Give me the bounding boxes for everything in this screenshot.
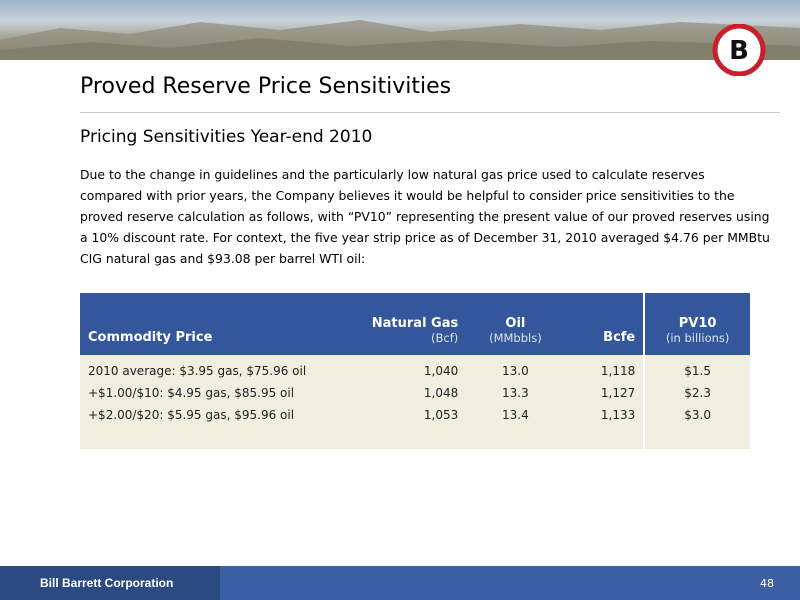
sensitivity-table: Commodity Price Natural Gas (Bcf) Oil (MMbbl… <box>80 293 750 449</box>
table-cell: 1,133 <box>564 404 645 449</box>
logo: B <box>712 24 766 76</box>
column-label: Natural Gas <box>371 316 459 331</box>
column-unit: (MMbbls) <box>489 331 542 345</box>
column-header: Natural Gas (Bcf) <box>351 293 467 355</box>
column-header: Commodity Price <box>80 293 352 355</box>
header-row: Commodity Price Natural Gas (Bcf) Oil (MMbbl… <box>80 293 750 355</box>
column-header: Bcfe <box>564 293 645 355</box>
column-label: Commodity Price <box>88 330 213 345</box>
table-row: +$1.00/$10: $4.95 gas, $85.95 oil 1,048 13… <box>80 382 750 404</box>
table-cell: +$1.00/$10: $4.95 gas, $85.95 oil <box>80 382 352 404</box>
table-cell: 13.3 <box>466 382 565 404</box>
table-cell: 2010 average: $3.95 gas, $75.96 oil <box>80 355 352 382</box>
table-cell: 13.4 <box>466 404 565 449</box>
mountains <box>0 20 800 60</box>
table-cell: 1,048 <box>351 382 467 404</box>
column-label: Oil <box>505 316 526 331</box>
subtitle: Pricing Sensitivities Year-end 2010 <box>80 127 373 147</box>
column-unit: (in billions) <box>665 331 730 345</box>
footer-left <box>0 566 220 600</box>
table-cell: +$2.00/$20: $5.95 gas, $95.96 oil <box>80 404 352 449</box>
divider <box>80 112 780 113</box>
table-cell: $3.0 <box>643 404 750 449</box>
title: Proved Reserve Price Sensitivities <box>80 74 452 99</box>
footer-right <box>220 566 800 600</box>
table-cell: 1,040 <box>351 355 467 382</box>
table-cell: 1,118 <box>564 355 645 382</box>
table-cell: 13.0 <box>466 355 565 382</box>
table-cell: $2.3 <box>643 382 750 404</box>
column-header: PV10 (in billions) <box>643 293 750 355</box>
logo-letter: B <box>729 36 749 66</box>
column-label: PV10 <box>678 316 717 331</box>
column-unit: (Bcf) <box>431 331 459 345</box>
company-name: Bill Barrett Corporation <box>40 576 174 590</box>
column-header: Oil (MMbbls) <box>466 293 565 355</box>
table-cell: 1,127 <box>564 382 645 404</box>
table-row: 2010 average: $3.95 gas, $75.96 oil 1,040… <box>80 355 750 382</box>
paragraph: Due to the change in guidelines and the … <box>80 167 770 266</box>
table-cell: 1,053 <box>351 404 467 449</box>
logo-ring <box>712 24 766 76</box>
column-label: Bcfe <box>603 330 636 345</box>
banner-image <box>0 0 800 60</box>
table-row: +$2.00/$20: $5.95 gas, $95.96 oil 1,053 13… <box>80 404 750 449</box>
table-cell: $1.5 <box>643 355 750 382</box>
page-number: 48 <box>760 577 774 590</box>
